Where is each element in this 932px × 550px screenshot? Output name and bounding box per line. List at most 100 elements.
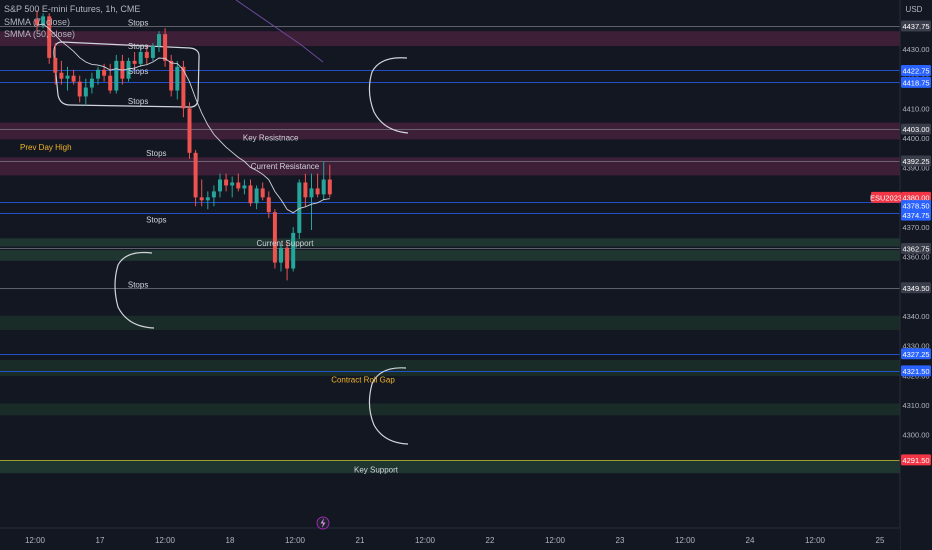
candle-body-41	[285, 247, 290, 269]
x-tick-3: 18	[226, 536, 235, 545]
candle-body-40	[279, 247, 283, 263]
candle-body-4	[59, 72, 64, 79]
x-tick-4: 12:00	[285, 536, 306, 545]
price-tag-11: 4327.25	[902, 350, 929, 359]
x-tick-2: 12:00	[155, 536, 176, 545]
candle-body-3	[53, 57, 58, 73]
y-tick-10: 4400.00	[902, 134, 929, 143]
candle-body-27	[199, 197, 204, 201]
x-tick-9: 23	[616, 536, 625, 545]
zone-layer	[0, 31, 900, 474]
time-axis-ticks: 12:00 17 12:00 18 12:00 21 12:00 22 12:00 23 12:00…	[25, 536, 885, 545]
candle-body-32	[230, 182, 235, 186]
x-tick-6: 12:00	[415, 536, 436, 545]
candle-body-29	[211, 191, 216, 198]
annotation-0: Stops	[128, 18, 148, 27]
price-tag-10: 4349.50	[902, 284, 929, 293]
candle-body-24	[181, 66, 186, 109]
candle-body-39	[272, 212, 277, 263]
price-tag-bg-11	[901, 348, 931, 360]
zone-8	[0, 459, 900, 474]
indicator-smma-7[interactable]: SMMA (7, close)	[4, 17, 71, 27]
annotation-3: Stops	[128, 67, 148, 76]
annotation-4: Stops	[128, 97, 148, 106]
candle-body-37	[260, 188, 265, 198]
y-tick-3: 4330.00	[902, 342, 929, 351]
annotation-8: Current Resistance	[251, 162, 320, 171]
price-tag-bg-8	[901, 209, 931, 221]
y-tick-9: 4390.00	[902, 164, 929, 173]
price-tag-12: 4321.50	[902, 367, 929, 376]
price-tag-bg-3	[901, 123, 931, 135]
price-tag-4: 4392.25	[902, 157, 929, 166]
y-tick-1: 4310.00	[902, 401, 929, 410]
y-tick-7: 4370.00	[902, 223, 929, 232]
candle-body-33	[236, 182, 241, 189]
candle-body-36	[254, 188, 259, 204]
candle-body-5	[65, 75, 70, 79]
annotation-11: Stops	[146, 215, 166, 224]
candle-body-46	[315, 188, 320, 195]
candle-body-30	[218, 179, 222, 192]
candle-body-6	[71, 75, 76, 82]
zone-6	[0, 359, 900, 376]
x-tick-5: 21	[356, 536, 365, 545]
x-tick-7: 22	[486, 536, 495, 545]
indicator-smma-50[interactable]: SMMA (50, close)	[4, 29, 76, 39]
price-tag-bg-9	[901, 242, 931, 254]
level-layer	[0, 26, 900, 461]
price-tag-9: 4362.75	[902, 244, 929, 253]
x-tick-8: 12:00	[545, 536, 566, 545]
drawing-layer	[53, 41, 409, 445]
candle-body-20	[157, 34, 161, 47]
candle-body-28	[205, 197, 210, 201]
candle-body-9	[89, 78, 94, 88]
candle-body-19	[150, 46, 155, 58]
zone-1	[0, 122, 900, 140]
smma-50-line	[235, 0, 324, 63]
price-tag-5: ESU2023	[870, 193, 902, 202]
candle-body-38	[266, 197, 271, 213]
lightning-icon[interactable]	[316, 516, 330, 530]
annotation-13: Current Support	[257, 239, 315, 248]
zone-3	[0, 238, 900, 247]
candle-body-18	[144, 51, 149, 58]
candle-body-23	[175, 66, 180, 91]
price-tags: 4437.75 4422.75 4418.75 4403.00 4392.25 ESU20…	[870, 20, 931, 466]
candle-body-22	[169, 60, 174, 91]
candle-body-8	[83, 87, 88, 97]
candle-body-26	[193, 152, 198, 198]
x-tick-11: 24	[746, 536, 755, 545]
candle-body-13	[114, 60, 119, 91]
bracket-drawing-middle	[114, 251, 155, 329]
candle-body-44	[303, 182, 308, 198]
candle-body-48	[327, 179, 332, 195]
price-tag-bg-7	[901, 200, 931, 212]
candle-body-34	[242, 185, 247, 189]
candle-body-25	[187, 108, 192, 153]
annotation-15: Stops	[128, 281, 148, 290]
price-tag-bg-12	[901, 365, 931, 377]
price-tag-7: 4378.50	[902, 202, 929, 211]
zone-7	[0, 403, 900, 416]
price-tag-bg-6	[901, 191, 931, 203]
candle-body-43	[297, 182, 302, 233]
smma-7-line	[36, 23, 330, 214]
time-axis[interactable]	[0, 528, 900, 550]
price-tag-bg-0	[901, 20, 931, 32]
candle-body-42	[291, 232, 296, 269]
price-tag-bg-1	[901, 64, 931, 76]
candle-body-1	[41, 16, 46, 26]
y-tick-0: 4300.00	[902, 431, 929, 440]
y-tick-4: 4340.00	[902, 312, 929, 321]
candle-body-11	[102, 69, 107, 76]
annotation-5: Key Resistnace	[243, 133, 299, 142]
candle-body-7	[77, 81, 82, 97]
bracket-drawing-lower	[368, 367, 409, 445]
annotation-6: Prev Day High	[20, 143, 72, 152]
y-tick-11: 4410.00	[902, 104, 929, 113]
price-tag-2: 4418.75	[902, 78, 929, 87]
candle-body-21	[163, 34, 168, 61]
